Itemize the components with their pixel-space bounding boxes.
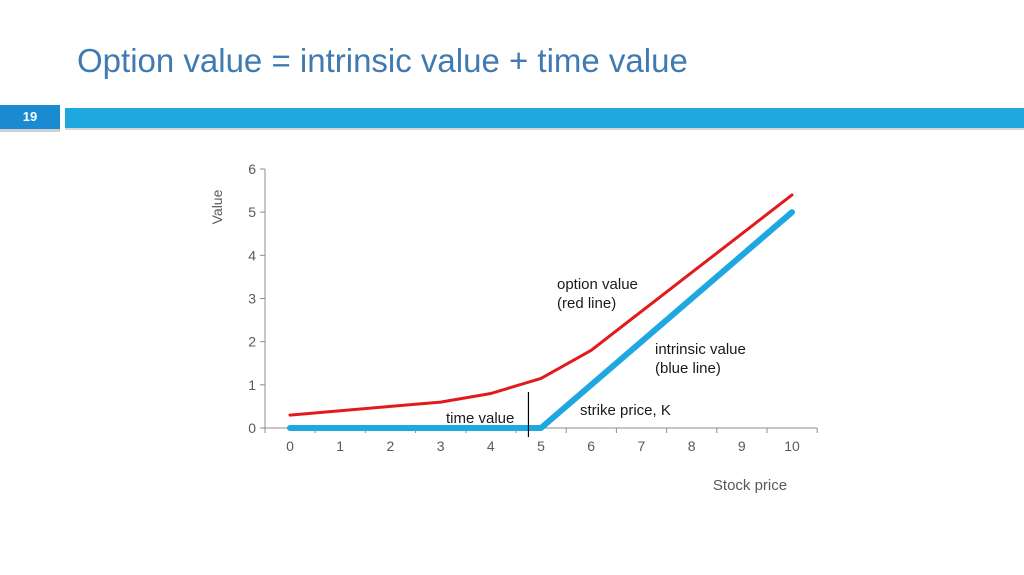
x-tick-label: 4 [487, 438, 495, 454]
x-tick-label: 5 [537, 438, 545, 454]
header-accent-bar [65, 108, 1024, 130]
y-tick-label: 2 [248, 334, 256, 350]
time-value-label: time value [446, 410, 514, 427]
slide-number: 19 [0, 105, 60, 132]
intrinsic-value-label: intrinsic value [655, 341, 746, 358]
y-tick-label: 4 [248, 247, 256, 263]
option-value-label: (red line) [557, 295, 616, 312]
chart-series [287, 193, 795, 431]
x-tick-label: 0 [286, 438, 294, 454]
option-value-line [288, 193, 794, 417]
x-tick-label: 2 [387, 438, 395, 454]
slide-title: Option value = intrinsic value + time va… [77, 42, 688, 79]
y-tick-label: 5 [248, 204, 256, 220]
chart-axes: 0 1 2 3 4 5 6 0 1 2 3 4 5 6 7 8 9 10 Value Stock price [209, 161, 818, 494]
intrinsic-value-label: (blue line) [655, 360, 721, 377]
x-tick-label: 1 [336, 438, 344, 454]
y-tick-label: 0 [248, 420, 256, 436]
y-tick-label: 6 [248, 161, 256, 177]
option-value-label: option value [557, 276, 638, 293]
x-tick-label: 8 [688, 438, 696, 454]
x-axis-title: Stock price [713, 477, 787, 494]
x-tick-label: 10 [784, 438, 800, 454]
y-tick-label: 3 [248, 291, 256, 307]
y-axis-title: Value [209, 189, 225, 224]
x-tick-label: 3 [437, 438, 445, 454]
strike-price-label: strike price, K [580, 402, 671, 419]
y-tick-label: 1 [248, 377, 256, 393]
chart-annotations: option value (red line) intrinsic value (bl… [446, 276, 746, 437]
x-tick-label: 6 [587, 438, 595, 454]
x-tick-label: 7 [638, 438, 646, 454]
x-tick-label: 9 [738, 438, 746, 454]
intrinsic-value-line [287, 209, 795, 431]
